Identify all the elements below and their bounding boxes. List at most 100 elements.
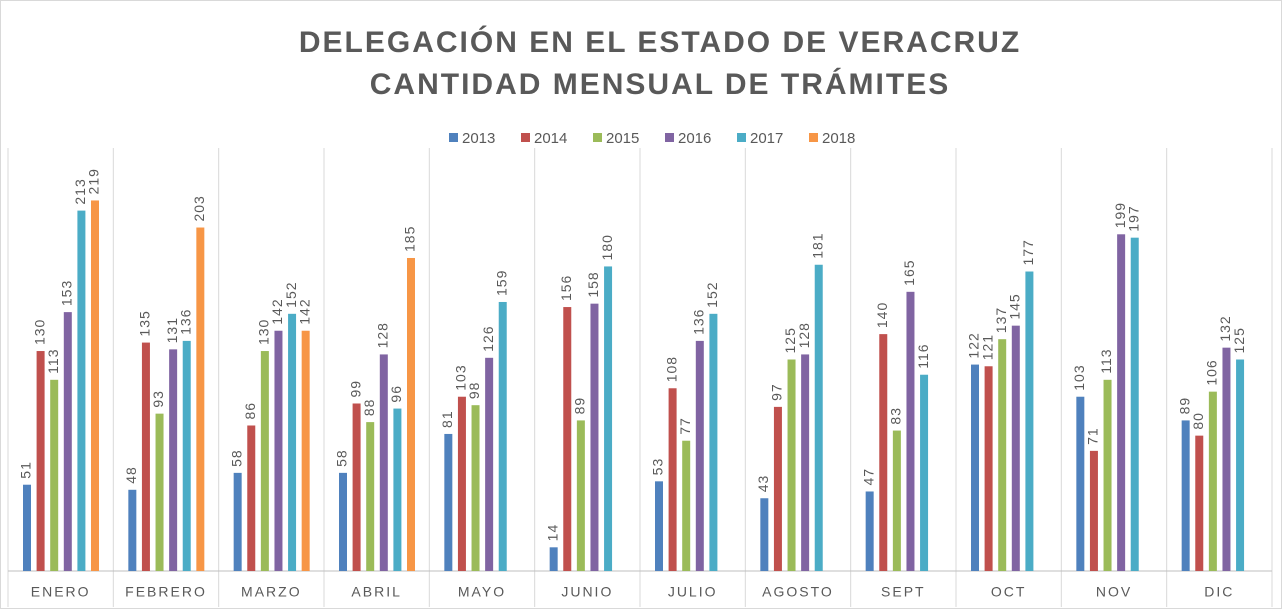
data-label: 96 [388,385,404,403]
bar [787,359,796,571]
bar [23,484,31,571]
data-label: 135 [137,310,153,336]
chart-subtitle: CANTIDAD MENSUAL DE TRÁMITES [370,67,950,101]
data-label: 89 [572,397,588,415]
bar [50,379,59,571]
data-label: 77 [677,417,693,435]
bar [760,498,769,571]
data-label: 108 [663,356,679,382]
x-tick-label: ABRIL [351,584,401,600]
bar [301,330,310,571]
bar [1089,450,1098,571]
data-label: 152 [704,281,720,307]
bar [407,257,415,571]
bar [590,303,599,571]
data-label: 51 [18,461,34,479]
bar [1208,391,1217,571]
bar [36,351,45,571]
bar [892,430,901,571]
x-tick-label: FEBRERO [125,584,207,600]
data-label: 113 [1098,348,1114,373]
bar [865,491,874,571]
bar [1011,325,1020,571]
legend-label: 2016 [678,130,711,147]
data-label: 89 [1176,397,1192,415]
data-label: 142 [269,298,285,324]
legend-label: 2017 [750,130,783,147]
data-label: 219 [86,168,102,194]
bar [682,440,691,571]
bar [182,340,191,571]
data-label: 58 [228,449,244,467]
data-label: 159 [493,270,509,296]
data-label: 71 [1085,427,1101,445]
bar [604,266,613,571]
x-tick-label: OCT [991,584,1027,600]
x-tick-label: NOV [1096,584,1132,600]
bar [233,472,242,571]
bar [668,388,677,571]
bar [352,403,361,571]
legend-swatch [737,133,746,142]
bar [1025,271,1034,571]
x-tick-label: JULIO [668,584,718,600]
data-label: 47 [860,468,876,486]
bar [1117,234,1126,572]
bar [379,354,388,571]
bar [155,413,164,571]
data-label: 137 [993,307,1009,333]
data-label: 136 [691,309,707,335]
bar [288,313,297,571]
x-tick-label: JUNIO [561,584,613,600]
x-tick-label: MARZO [241,584,302,600]
bar [91,200,99,571]
bar [1076,396,1085,571]
x-tick-label: AGOSTO [762,584,834,600]
data-label: 213 [72,178,88,204]
data-label: 83 [888,407,904,425]
data-label: 88 [361,399,377,417]
bar [695,340,704,571]
bar [709,313,718,571]
bar [196,227,205,572]
data-label: 132 [1217,315,1233,341]
legend-swatch [665,133,674,142]
bar [444,433,453,571]
data-label: 103 [453,364,469,390]
legend-label: 2014 [534,130,567,147]
data-label: 145 [1007,293,1023,319]
bar [814,264,823,571]
bar [457,396,466,571]
bar [801,354,810,571]
data-label: 113 [45,348,61,373]
bar [984,366,993,571]
data-label: 158 [585,271,601,297]
data-label: 181 [809,232,825,258]
bar [366,422,375,571]
bar [471,405,480,571]
data-label: 93 [150,390,166,408]
x-tick-label: MAYO [458,584,506,600]
data-label: 97 [769,383,785,401]
data-label: 58 [334,449,350,467]
data-label: 185 [402,226,418,252]
x-tick-label: DIC [1204,584,1234,600]
data-label: 122 [966,332,982,358]
data-label: 14 [544,524,560,542]
bar [879,334,888,571]
data-label: 103 [1071,364,1087,390]
data-label: 153 [59,280,75,306]
data-label: 199 [1112,202,1128,228]
data-label: 140 [874,302,890,328]
bar [1195,435,1204,571]
bar [128,489,137,571]
data-label: 177 [1020,239,1036,265]
bar [63,312,72,571]
data-label: 128 [796,322,812,348]
data-label: 130 [31,319,47,345]
bar [339,472,347,571]
data-label: 128 [375,322,391,348]
data-label: 121 [979,334,995,360]
data-label: 126 [480,325,496,351]
